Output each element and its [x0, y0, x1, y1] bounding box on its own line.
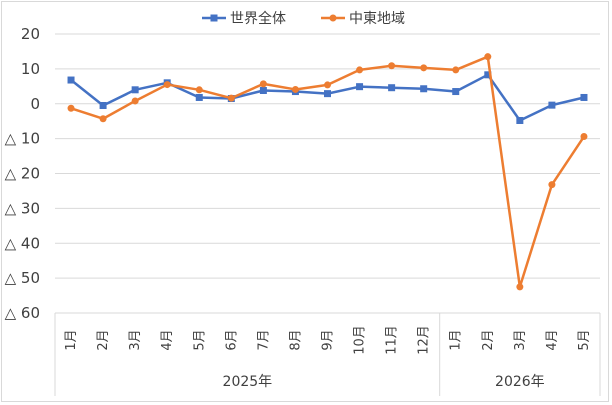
x-tick-label: 11月	[385, 325, 400, 355]
y-tick-label: 10	[21, 60, 40, 78]
legend-marker	[329, 14, 337, 22]
y-tick-label: △ 40	[5, 234, 40, 252]
x-tick-label: 1月	[449, 329, 464, 350]
data-point	[131, 97, 139, 105]
data-point	[227, 94, 235, 102]
data-point	[99, 101, 107, 109]
data-point	[291, 85, 299, 93]
x-tick-label: 2月	[96, 329, 111, 350]
y-axis-ticks: 20 10 0 △ 10 △ 20 △ 30 △ 40 △ 50 △ 60	[5, 25, 40, 322]
data-point	[580, 133, 588, 141]
legend-item: 世界全体	[202, 10, 286, 27]
x-tick-label: 4月	[160, 329, 175, 350]
y-tick-label: 20	[21, 25, 40, 43]
x-tick-label: 9月	[321, 329, 336, 350]
y-tick-label: △ 30	[5, 199, 40, 217]
data-point	[548, 101, 556, 109]
x-tick-label: 5月	[577, 329, 592, 350]
x-axis: 1月 2月 3月 4月 5月 6月 7月 8月 9月 10月 11月 12月 1月 2月 3月 4月 5月 202…	[54, 313, 601, 396]
legend-label: 世界全体	[230, 10, 286, 27]
x-tick-label: 7月	[256, 329, 271, 350]
x-tick-label: 8月	[288, 329, 303, 350]
legend-label: 中東地域	[349, 11, 405, 27]
data-point	[484, 71, 492, 79]
x-tick-label: 5月	[192, 329, 207, 350]
series-layer	[67, 53, 588, 291]
y-tick-label: △ 10	[5, 130, 40, 148]
data-point	[99, 115, 107, 123]
data-point	[163, 81, 171, 89]
data-point	[420, 64, 428, 72]
data-point	[259, 86, 267, 94]
data-point	[484, 53, 492, 61]
y-tick-label: △ 50	[5, 269, 40, 287]
legend-marker	[210, 14, 218, 22]
data-point	[324, 81, 331, 89]
series-2	[67, 53, 588, 291]
x-tick-label: 10月	[353, 325, 368, 355]
data-point	[452, 66, 460, 74]
data-point	[356, 66, 364, 74]
legend-item: 中東地域	[321, 11, 405, 27]
x-tick-label: 2月	[481, 329, 496, 350]
x-tick-label: 6月	[224, 329, 239, 350]
data-point	[580, 93, 588, 101]
data-point	[388, 84, 396, 92]
x-tick-label: 3月	[513, 329, 528, 350]
x-group-label: 2026年	[495, 374, 545, 390]
data-point	[452, 88, 460, 96]
data-point	[259, 80, 267, 88]
x-group-label: 2025年	[223, 374, 273, 390]
legend: 世界全体 中東地域	[202, 10, 405, 27]
series-1	[67, 71, 588, 124]
data-point	[516, 116, 524, 124]
y-tick-label: △ 60	[5, 304, 40, 322]
gridlines	[55, 33, 600, 314]
y-tick-label: △ 20	[5, 165, 40, 183]
data-point	[548, 181, 556, 189]
x-tick-label: 12月	[417, 325, 432, 355]
data-point	[67, 76, 75, 84]
x-tick-label: 1月	[64, 329, 79, 350]
y-tick-label: 0	[30, 95, 40, 113]
data-point	[131, 86, 139, 94]
data-point	[67, 104, 75, 112]
data-point	[420, 85, 428, 93]
data-point	[516, 283, 524, 291]
x-tick-label: 4月	[545, 329, 560, 350]
data-point	[195, 93, 203, 101]
x-tick-label: 3月	[128, 329, 143, 350]
data-point	[195, 86, 203, 94]
data-point	[356, 83, 364, 91]
data-point	[324, 90, 331, 98]
data-point	[388, 62, 396, 70]
